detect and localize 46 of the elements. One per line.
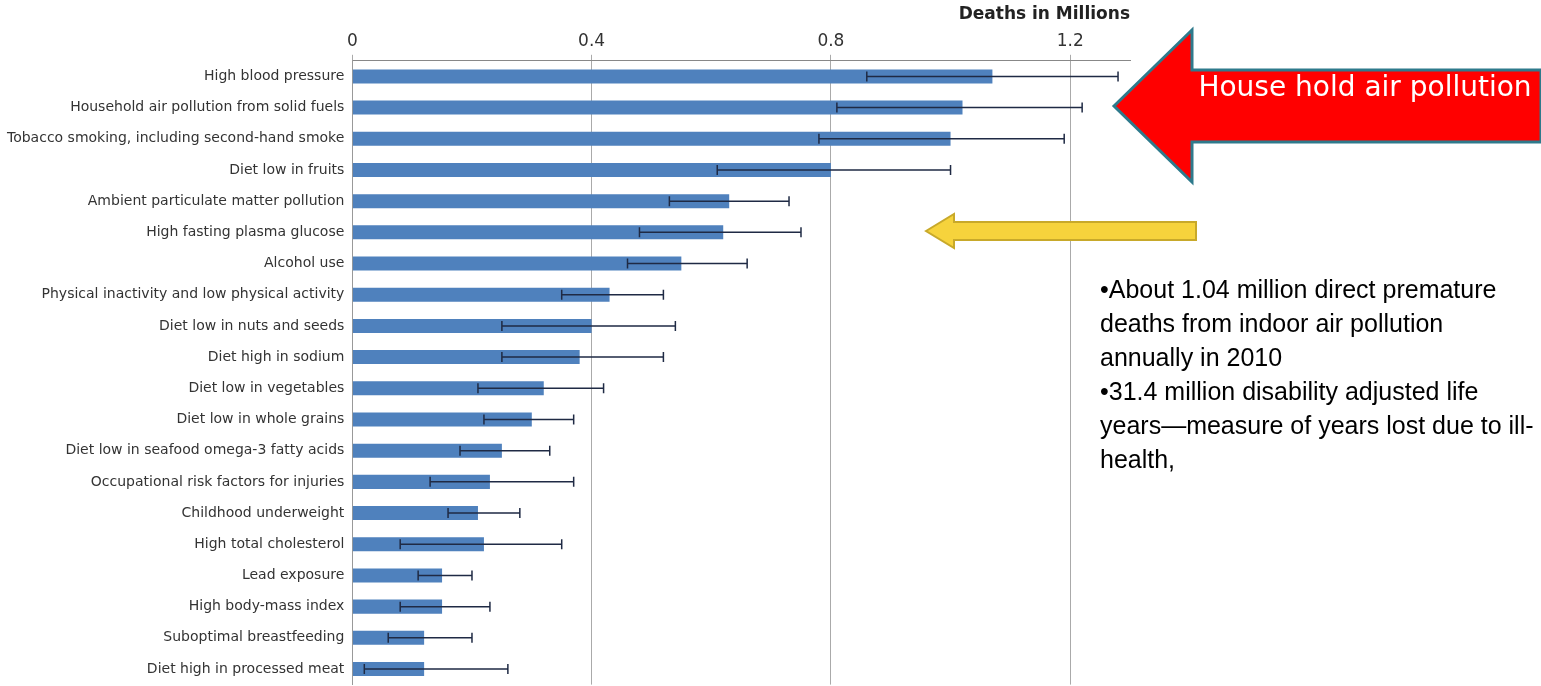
bar <box>352 100 963 115</box>
y-tick-label: Alcohol use <box>264 254 345 271</box>
y-tick-label: High total cholesterol <box>194 534 345 551</box>
y-tick-label: High blood pressure <box>204 67 345 84</box>
bar <box>352 474 490 489</box>
bar <box>352 69 993 84</box>
bar <box>352 568 443 583</box>
x-tick-label: 0 <box>346 30 358 51</box>
annotation: •About 1.04 million direct premature deaths from indoor air pollution annually in 2010 <box>1100 274 1498 373</box>
bar <box>352 225 724 240</box>
text: House hold air pollution <box>1197 70 1533 104</box>
bar <box>352 506 478 521</box>
y-tick-label: Diet low in vegetables <box>188 378 345 395</box>
y-tick-label: Diet high in processed meat <box>146 659 345 676</box>
y-tick-label: Lead exposure <box>241 566 345 583</box>
y-tick-label: Household air pollution from solid fuels <box>70 98 345 115</box>
bar <box>352 162 831 177</box>
bar <box>352 131 951 146</box>
x-tick-label: 1.2 <box>1056 30 1084 51</box>
y-tick-label: Suboptimal breastfeeding <box>163 628 345 645</box>
y-tick-label: Diet low in seafood omega-3 fatty acids <box>65 441 345 458</box>
x-tick-label: 0.4 <box>578 30 606 51</box>
bar <box>352 443 502 458</box>
bar <box>352 412 532 427</box>
y-tick-label: Diet low in fruits <box>229 160 345 177</box>
y-tick-label: Diet high in sodium <box>207 347 345 364</box>
y-tick-label: Childhood underweight <box>181 503 345 520</box>
y-tick-label: Physical inactivity and low physical activity <box>41 285 345 302</box>
bar <box>352 630 425 645</box>
y-tick-label: High body-mass index <box>188 597 345 614</box>
bar <box>352 194 730 209</box>
bar <box>352 256 682 271</box>
bar <box>352 350 580 365</box>
y-tick-label: Ambient particulate matter pollution <box>87 191 345 208</box>
y-tick-label: Tobacco smoking, including second-hand smoke <box>6 129 345 146</box>
bar <box>352 599 443 614</box>
bar <box>352 318 592 333</box>
bar <box>352 381 544 396</box>
y-tick-label: Diet low in whole grains <box>176 410 345 427</box>
y-tick-label: High fasting plasma glucose <box>146 222 345 239</box>
x-tick-label: 0.8 <box>817 30 845 51</box>
y-tick-label: Occupational risk factors for injuries <box>90 472 345 489</box>
annotation: •31.4 million disability adjusted life years—measure of years lost due to ill-health, <box>1100 376 1535 475</box>
y-tick-label: Diet low in nuts and seeds <box>159 316 345 333</box>
chart-title: Deaths in Millions <box>958 2 1130 23</box>
bar <box>352 287 610 302</box>
